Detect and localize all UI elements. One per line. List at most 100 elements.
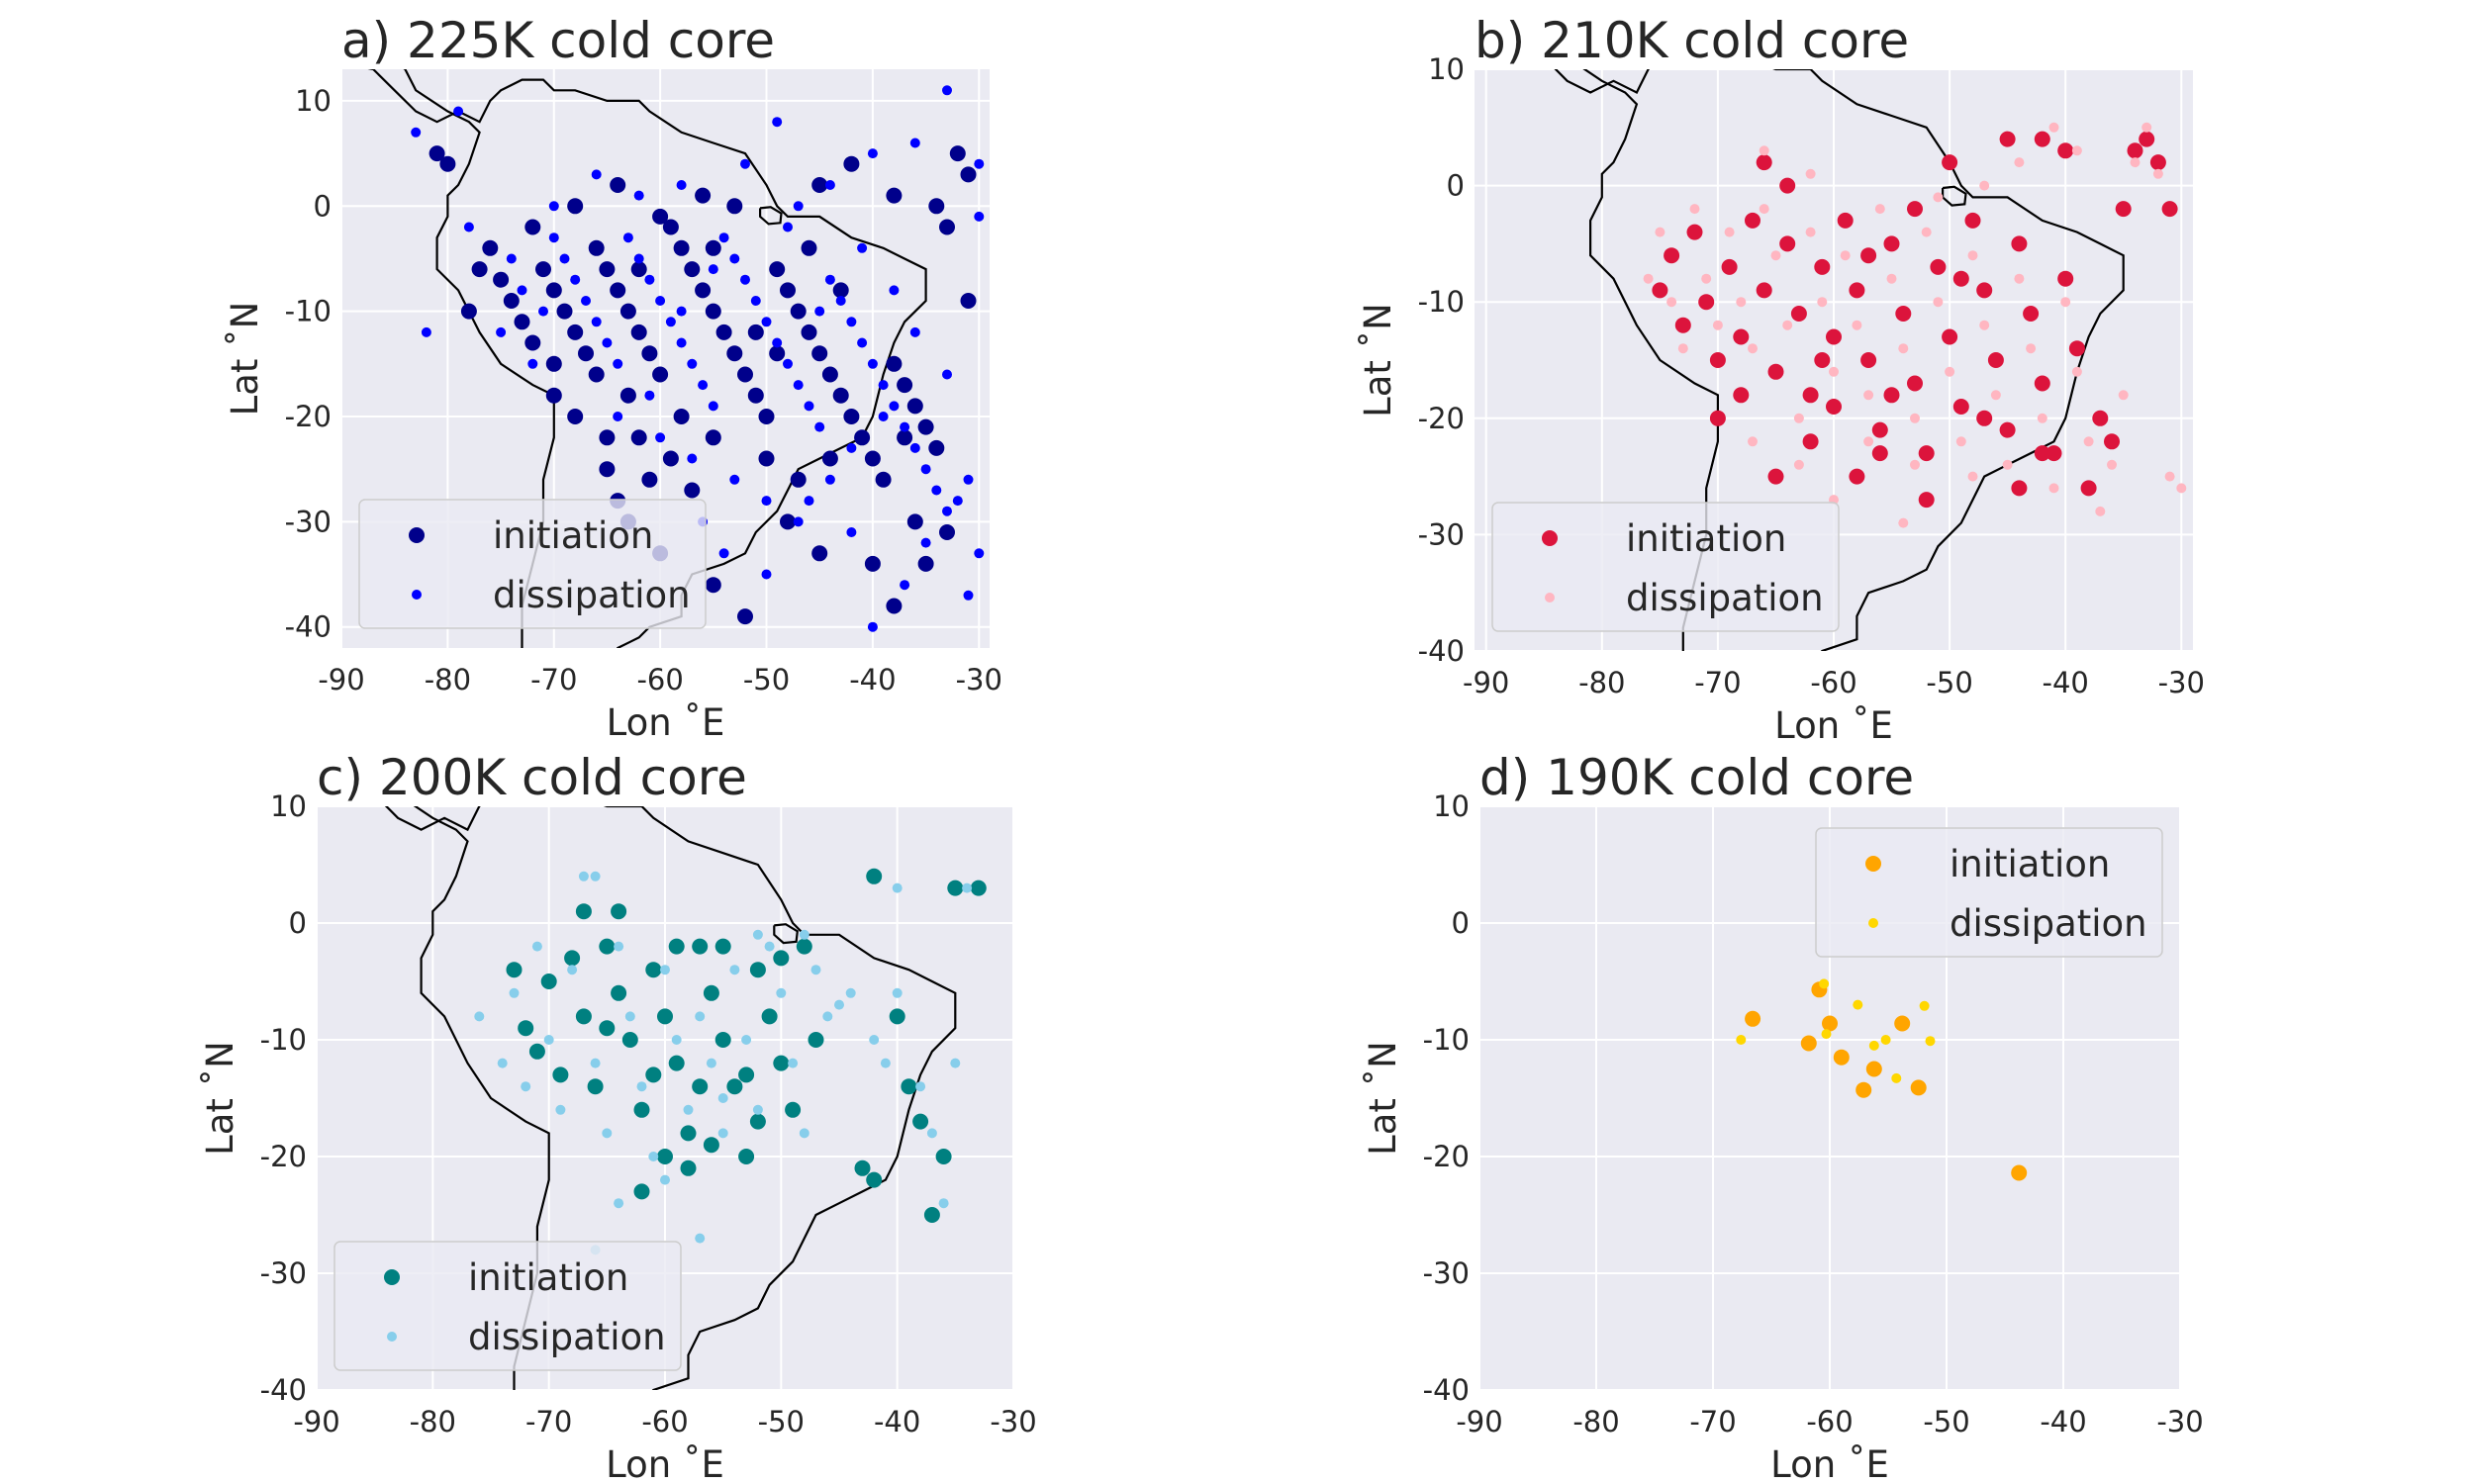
scatter-point-initiation bbox=[1822, 1015, 1838, 1032]
scatter-point-initiation bbox=[545, 355, 562, 372]
scatter-point-initiation bbox=[1849, 468, 1865, 485]
y-tick-label: -40 bbox=[1423, 1373, 1470, 1407]
scatter-point-initiation bbox=[889, 1008, 905, 1025]
y-tick-label: -20 bbox=[1423, 1140, 1470, 1173]
scatter-point-initiation bbox=[668, 938, 685, 955]
scatter-point-dissipation bbox=[1701, 273, 1712, 284]
scatter-point-initiation bbox=[680, 1125, 697, 1142]
panel-title: b) 210K cold core bbox=[1475, 12, 1909, 69]
scatter-point-initiation bbox=[535, 261, 551, 278]
y-axis-label: Lat ˚N bbox=[224, 302, 266, 417]
scatter-point-initiation bbox=[575, 903, 592, 920]
scatter-point-initiation bbox=[567, 198, 584, 215]
scatter-point-dissipation bbox=[1819, 978, 1830, 989]
scatter-point-dissipation bbox=[1853, 999, 1863, 1010]
scatter-point-initiation bbox=[540, 974, 557, 989]
x-tick-label: -40 bbox=[2040, 1405, 2086, 1438]
x-tick-label: -40 bbox=[849, 663, 896, 696]
scatter-point-dissipation bbox=[695, 1233, 706, 1244]
scatter-point-dissipation bbox=[570, 274, 581, 285]
scatter-point-dissipation bbox=[909, 326, 920, 337]
scatter-point-dissipation bbox=[764, 941, 775, 952]
x-tick-label: -30 bbox=[990, 1405, 1036, 1438]
scatter-point-dissipation bbox=[411, 127, 422, 138]
scatter-point-initiation bbox=[657, 1008, 673, 1025]
scatter-point-initiation bbox=[567, 324, 584, 340]
y-tick-label: 0 bbox=[289, 906, 307, 940]
scatter-point-dissipation bbox=[869, 1035, 880, 1045]
scatter-point-dissipation bbox=[761, 317, 772, 327]
scatter-point-dissipation bbox=[1967, 250, 1978, 261]
scatter-point-dissipation bbox=[633, 253, 644, 264]
scatter-point-initiation bbox=[897, 429, 913, 446]
scatter-point-dissipation bbox=[2152, 168, 2163, 179]
scatter-point-initiation bbox=[1721, 258, 1738, 275]
x-axis-label: Lon ˚E bbox=[1774, 704, 1893, 747]
scatter-point-initiation bbox=[912, 1113, 929, 1130]
scatter-point-dissipation bbox=[1886, 273, 1897, 284]
scatter-point-initiation bbox=[1976, 282, 1993, 299]
scatter-point-initiation bbox=[1745, 212, 1760, 229]
scatter-point-dissipation bbox=[474, 1011, 485, 1022]
scatter-point-initiation bbox=[747, 324, 764, 340]
x-tick-label: -60 bbox=[1806, 1405, 1853, 1438]
scatter-point-initiation bbox=[769, 345, 786, 362]
scatter-point-dissipation bbox=[824, 474, 835, 485]
scatter-point-dissipation bbox=[931, 485, 942, 496]
scatter-point-initiation bbox=[545, 282, 562, 299]
scatter-point-dissipation bbox=[1967, 471, 1978, 482]
x-tick-label: -90 bbox=[1463, 666, 1509, 699]
scatter-point-dissipation bbox=[2176, 483, 2187, 494]
scatter-point-initiation bbox=[1779, 235, 1796, 252]
scatter-point-initiation bbox=[1942, 154, 1958, 171]
scatter-point-dissipation bbox=[1689, 204, 1700, 215]
scatter-point-initiation bbox=[680, 1159, 697, 1176]
scatter-point-dissipation bbox=[706, 1058, 716, 1068]
scatter-point-dissipation bbox=[900, 580, 910, 591]
scatter-point-initiation bbox=[2011, 235, 2028, 252]
scatter-point-dissipation bbox=[660, 965, 670, 975]
y-tick-label: 0 bbox=[1452, 906, 1470, 940]
scatter-point-initiation bbox=[567, 409, 584, 424]
scatter-point-dissipation bbox=[814, 421, 825, 432]
legend-box bbox=[1491, 502, 1840, 632]
x-tick-label: -30 bbox=[2156, 1405, 2203, 1438]
scatter-point-dissipation bbox=[644, 274, 655, 285]
scatter-point-dissipation bbox=[2048, 122, 2059, 133]
scatter-point-initiation bbox=[1800, 1035, 1817, 1052]
scatter-point-dissipation bbox=[676, 306, 687, 317]
scatter-point-initiation bbox=[599, 429, 616, 446]
scatter-point-initiation bbox=[2080, 480, 2097, 497]
scatter-point-initiation bbox=[630, 261, 647, 278]
scatter-point-initiation bbox=[875, 471, 892, 488]
scatter-point-dissipation bbox=[974, 548, 985, 559]
scatter-point-initiation bbox=[564, 950, 581, 967]
scatter-point-dissipation bbox=[1805, 227, 1816, 237]
scatter-point-dissipation bbox=[531, 941, 542, 952]
scatter-point-dissipation bbox=[1910, 413, 1920, 423]
scatter-point-dissipation bbox=[867, 148, 878, 159]
scatter-point-dissipation bbox=[1793, 413, 1804, 423]
scatter-point-dissipation bbox=[846, 317, 857, 327]
scatter-point-dissipation bbox=[655, 296, 666, 306]
scatter-point-dissipation bbox=[1805, 168, 1816, 179]
scatter-point-dissipation bbox=[2037, 413, 2047, 423]
scatter-points bbox=[474, 868, 987, 1255]
scatter-point-dissipation bbox=[521, 1081, 531, 1092]
scatter-point-initiation bbox=[703, 1137, 719, 1154]
y-tick-label: -30 bbox=[260, 1256, 307, 1290]
scatter-point-initiation bbox=[1883, 235, 1900, 252]
scatter-point-dissipation bbox=[909, 442, 920, 453]
scatter-point-initiation bbox=[769, 261, 786, 278]
scatter-point-initiation bbox=[1826, 399, 1842, 415]
scatter-point-dissipation bbox=[834, 999, 844, 1010]
scatter-point-dissipation bbox=[591, 169, 602, 180]
scatter-point-dissipation bbox=[1874, 204, 1885, 215]
y-tick-label: 0 bbox=[1447, 169, 1465, 203]
scatter-point-dissipation bbox=[824, 274, 835, 285]
scatter-point-initiation bbox=[801, 239, 817, 256]
scatter-point-dissipation bbox=[974, 211, 985, 222]
scatter-point-dissipation bbox=[799, 929, 809, 940]
scatter-point-dissipation bbox=[2095, 506, 2106, 516]
legend: initiation dissipation bbox=[358, 499, 707, 629]
